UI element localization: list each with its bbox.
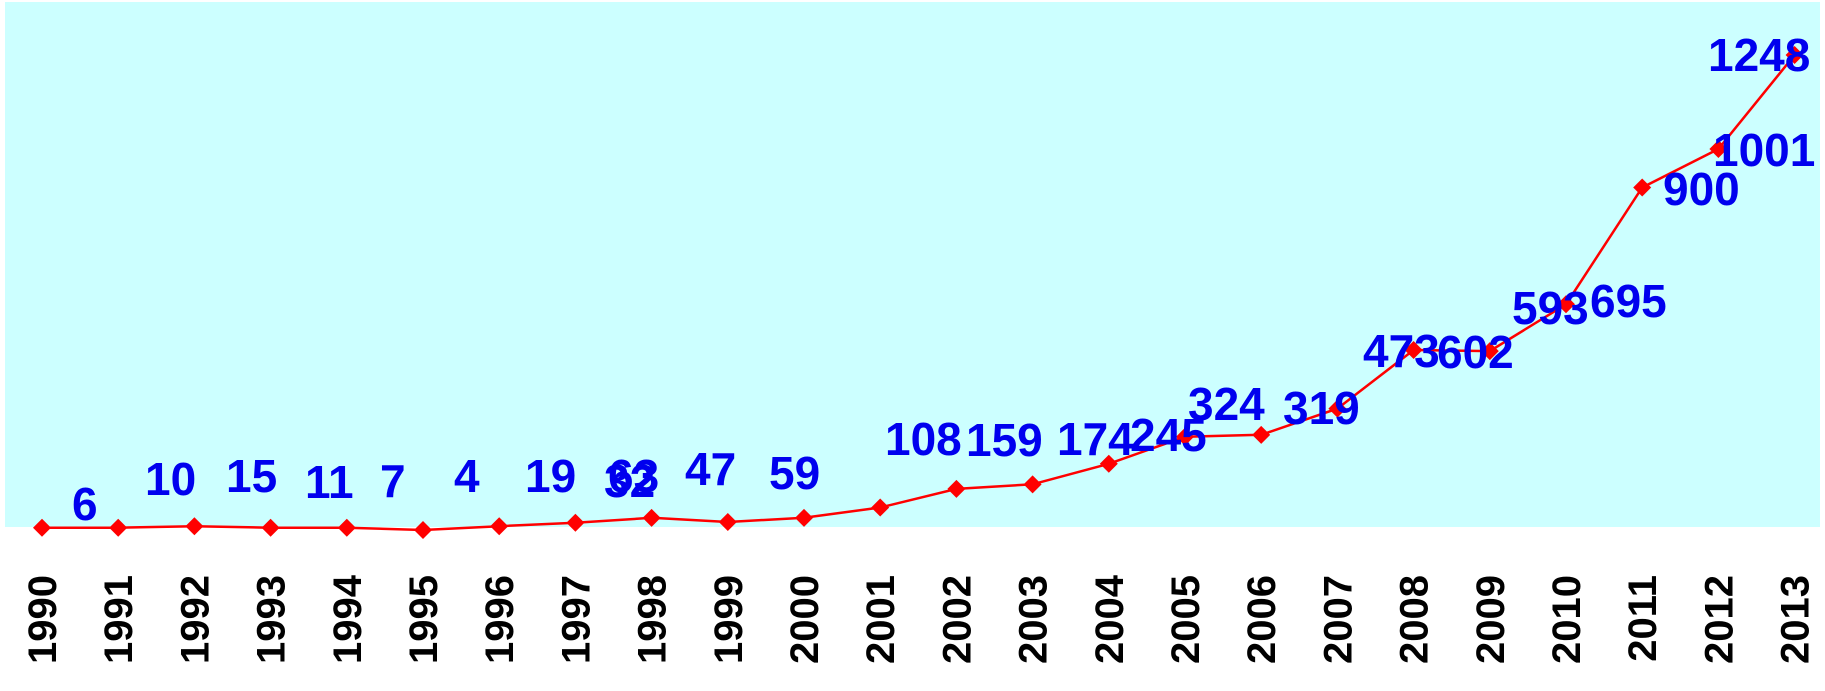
data-point-marker xyxy=(1557,295,1575,314)
tick-label: 1994 xyxy=(326,574,370,664)
tick-label: 1992 xyxy=(173,575,217,664)
tick-label: 1997 xyxy=(554,575,598,664)
data-label: 593 xyxy=(1512,282,1589,334)
data-label: 245 xyxy=(1130,409,1207,461)
data-point-marker xyxy=(1023,475,1042,494)
series-line xyxy=(42,54,1796,532)
data-label: 1248 xyxy=(1708,29,1810,81)
data-point-marker xyxy=(1709,140,1728,159)
data-point-marker xyxy=(33,518,51,537)
data-point-marker xyxy=(871,498,890,517)
data-point-marker xyxy=(490,517,509,536)
data-label: 695 xyxy=(1590,275,1667,327)
data-point-marker xyxy=(1099,454,1118,473)
data-label: 319 xyxy=(1283,382,1360,434)
tick-label: 2007 xyxy=(1316,575,1360,664)
data-point-marker xyxy=(1404,340,1423,359)
data-point-marker xyxy=(718,513,737,532)
data-point-marker xyxy=(414,521,432,539)
data-label: 1001 xyxy=(1713,124,1815,176)
data-point-marker xyxy=(261,518,280,537)
tick-label: 1998 xyxy=(631,575,675,664)
data-label: 900 xyxy=(1663,163,1740,215)
tick-label: 2003 xyxy=(1012,575,1056,664)
data-label: 602 xyxy=(1437,326,1514,378)
tick-label: 2009 xyxy=(1469,575,1513,664)
data-label: 159 xyxy=(966,414,1043,466)
tick-label: 2012 xyxy=(1697,575,1741,664)
data-point-marker xyxy=(1176,427,1194,446)
data-point-marker xyxy=(1480,342,1499,361)
data-label: 4 xyxy=(454,450,480,502)
data-label: 10 xyxy=(145,453,196,505)
data-label: 15 xyxy=(226,450,277,502)
data-point-marker xyxy=(1785,46,1804,64)
data-point-marker xyxy=(109,518,128,537)
data-label: 11 xyxy=(305,456,354,508)
data-label: 19 xyxy=(525,450,576,502)
data-label: 6 xyxy=(72,478,98,530)
data-label: 473 xyxy=(1363,325,1440,377)
tick-label: 2013 xyxy=(1774,575,1818,664)
tick-label: 2001 xyxy=(859,575,903,664)
data-label: 7 xyxy=(380,455,406,507)
tick-label: 1999 xyxy=(707,575,751,664)
data-point-marker xyxy=(1633,178,1652,197)
data-point-marker xyxy=(947,479,966,498)
tick-label: 2008 xyxy=(1393,575,1437,664)
tick-label: 2005 xyxy=(1164,575,1208,664)
data-point-marker xyxy=(642,508,661,527)
tick-label: 2006 xyxy=(1240,575,1284,664)
tick-label: 1996 xyxy=(478,575,522,664)
data-point-marker xyxy=(1328,399,1347,418)
tick-label: 2002 xyxy=(935,575,979,664)
data-point-marker xyxy=(566,513,585,532)
data-label: 47 xyxy=(685,443,736,495)
data-point-marker xyxy=(795,508,813,527)
data-label: 324 xyxy=(1188,378,1265,430)
tick-label: 2000 xyxy=(783,575,827,664)
tick-label: 2011 xyxy=(1621,575,1665,662)
tick-label: 1993 xyxy=(250,575,294,664)
data-point-marker xyxy=(337,518,356,537)
data-label: 174 xyxy=(1057,413,1134,465)
tick-label: 2004 xyxy=(1088,574,1132,664)
data-label: 108 xyxy=(885,413,962,465)
plot-area xyxy=(5,2,1820,527)
tick-label: 1995 xyxy=(402,575,446,664)
data-point-marker xyxy=(185,517,204,536)
tick-label: 2010 xyxy=(1545,575,1589,664)
tick-label: 1990 xyxy=(21,575,65,664)
data-label: 32 xyxy=(604,455,655,507)
data-point-marker xyxy=(1252,425,1271,444)
data-label: 59 xyxy=(769,447,820,499)
tick-label: 1991 xyxy=(97,575,141,664)
data-label: 63 xyxy=(608,450,659,502)
